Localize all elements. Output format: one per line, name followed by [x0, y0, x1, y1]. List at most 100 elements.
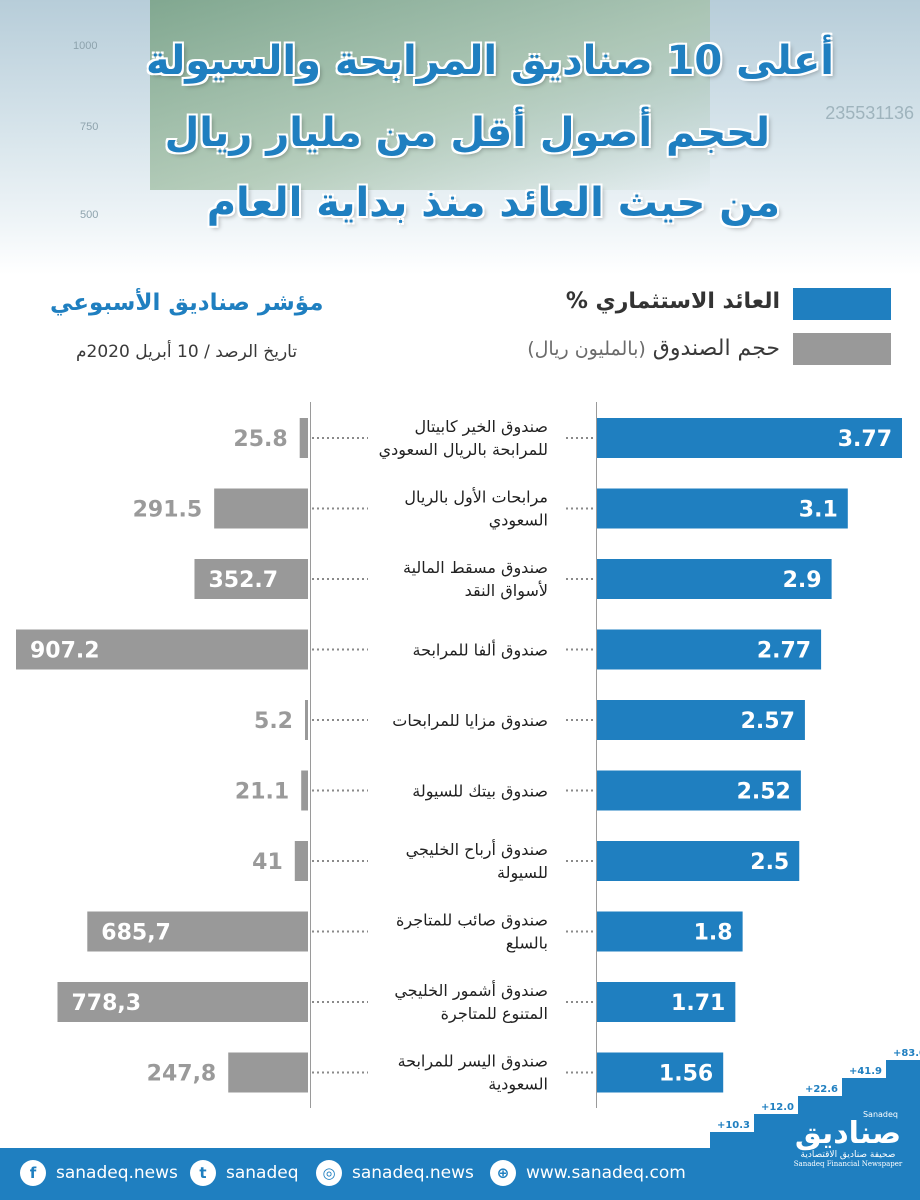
size-value-label: 5.2	[254, 709, 293, 734]
size-bar	[301, 770, 308, 811]
return-value-label: 2.5	[750, 850, 789, 875]
size-value-label: 291.5	[133, 498, 203, 523]
growth-step	[886, 1060, 920, 1150]
category-label: السعودية	[488, 1075, 548, 1095]
footer-twitter[interactable]: t sanadeq	[190, 1157, 299, 1189]
right-axis-line	[596, 402, 597, 1108]
size-value-label: 25.8	[233, 427, 287, 452]
size-bar	[57, 982, 308, 1022]
return-value-label: 1.8	[694, 921, 733, 946]
growth-steps-graphic: +10.3 +12.0 +22.6 +41.9 +83.0	[710, 1048, 920, 1150]
footer-website-text: www.sanadeq.com	[526, 1163, 686, 1183]
legend-swatch-return	[793, 288, 891, 320]
category-label: لأسواق النقد	[465, 580, 548, 601]
footer-twitter-text: sanadeq	[226, 1163, 299, 1183]
bg-ticker: 235531136	[825, 103, 914, 123]
legend-size-name: حجم الصندوق	[652, 336, 780, 361]
return-value-label: 3.77	[838, 427, 892, 452]
instagram-icon: ◎	[316, 1160, 342, 1186]
return-bar	[597, 629, 822, 670]
return-value-label: 2.9	[783, 568, 822, 593]
category-label: صندوق أشمور الخليجي	[394, 980, 548, 1001]
footer-instagram-text: sanadeq.news	[352, 1163, 474, 1183]
legend-label-return: العائد الاستثماري %	[565, 289, 780, 314]
logo-arabic: صناديق	[794, 1116, 902, 1151]
category-label: للسيولة	[497, 863, 548, 883]
size-value-label: 21.1	[235, 780, 289, 805]
footer-instagram[interactable]: ◎ sanadeq.news	[316, 1157, 474, 1189]
growth-step	[754, 1114, 800, 1150]
return-bar	[597, 700, 805, 740]
growth-step-label: +12.0	[761, 1102, 794, 1113]
return-bar	[597, 911, 743, 952]
growth-step	[842, 1078, 888, 1150]
growth-step	[798, 1096, 844, 1150]
title-line-2: لحجم أصول أقل من مليار ريال	[164, 110, 770, 156]
category-label: بالسلع	[506, 934, 548, 954]
size-bar	[299, 418, 308, 458]
facebook-icon: f	[20, 1160, 46, 1186]
footer-bar	[0, 1148, 920, 1200]
return-value-label: 2.77	[757, 639, 811, 664]
size-value-label: 778,3	[71, 991, 141, 1016]
category-label: صندوق بيتك للسيولة	[412, 782, 548, 802]
return-bar	[597, 982, 736, 1022]
category-label: صندوق مسقط المالية	[403, 558, 548, 578]
return-bar	[597, 418, 902, 458]
globe-icon: ⊕	[490, 1160, 516, 1186]
size-value-label: 247,8	[147, 1062, 217, 1087]
legend-label-size: حجم الصندوق (بالمليون ريال)	[527, 336, 780, 361]
category-label: صندوق صائب للمتاجرة	[396, 911, 548, 931]
return-value-label: 1.56	[659, 1062, 713, 1087]
size-bar	[87, 911, 308, 952]
growth-step-label: +22.6	[805, 1084, 838, 1095]
logo-english-top: Sanadeq	[862, 1110, 898, 1119]
legend-swatch-size	[793, 333, 891, 365]
left-axis-line	[310, 402, 311, 1108]
header-background: 1000 750 500 235531136	[0, 0, 920, 275]
return-bar	[597, 841, 800, 881]
category-label: للمرابحة بالريال السعودي	[379, 440, 548, 460]
logo-subtitle-arabic: صحيفة صناديق الاقتصادية	[800, 1150, 896, 1160]
size-bar	[194, 559, 308, 599]
return-bar	[597, 770, 801, 811]
size-value-label: 685,7	[101, 921, 171, 946]
size-bar	[16, 629, 308, 670]
return-value-label: 3.1	[799, 498, 838, 523]
bg-number: 500	[80, 209, 99, 221]
legend-size-unit: (بالمليون ريال)	[527, 338, 646, 360]
return-value-label: 2.52	[737, 780, 791, 805]
title-line-3: من حيث العائد منذ بداية العام	[206, 180, 780, 226]
index-date: تاريخ الرصد / 10 أبريل 2020م	[76, 342, 298, 362]
return-bar	[597, 488, 848, 529]
return-value-label: 2.57	[741, 709, 795, 734]
category-label: صندوق أرباح الخليجي	[406, 839, 548, 860]
footer-facebook-text: sanadeq.news	[56, 1163, 178, 1183]
growth-step-label: +83.0	[893, 1048, 920, 1059]
size-value-label: 907.2	[30, 639, 100, 664]
return-value-label: 1.71	[671, 991, 725, 1016]
bg-number: 1000	[73, 40, 98, 52]
category-label: صندوق مزايا للمرابحات	[392, 711, 548, 731]
size-bar	[214, 488, 308, 529]
category-label: صندوق الخير كابيتال	[414, 417, 548, 437]
bg-number: 750	[80, 121, 99, 133]
logo-subtitle-english: Sanadeq Financial Newspaper	[793, 1160, 903, 1168]
return-bar	[597, 1052, 724, 1093]
footer-website[interactable]: ⊕ www.sanadeq.com	[490, 1157, 686, 1189]
category-label: صندوق اليسر للمرابحة	[398, 1052, 548, 1072]
twitter-icon: t	[190, 1160, 216, 1186]
flag-graphic	[150, 0, 710, 190]
size-bar	[228, 1052, 308, 1093]
index-title: مؤشر صناديق الأسبوعي	[50, 290, 324, 316]
category-label: المتنوع للمتاجرة	[441, 1004, 548, 1024]
growth-step-label: +41.9	[849, 1066, 882, 1077]
return-bar	[597, 559, 832, 599]
category-label: صندوق ألفا للمرابحة	[413, 640, 548, 661]
category-label: مرابحات الأول بالريال	[404, 487, 548, 508]
size-bar	[294, 841, 308, 881]
footer-facebook[interactable]: f sanadeq.news	[20, 1157, 178, 1189]
sanadeq-logo: Sanadeq صناديق صحيفة صناديق الاقتصادية S…	[792, 1108, 904, 1190]
growth-step-label: +10.3	[717, 1120, 750, 1131]
